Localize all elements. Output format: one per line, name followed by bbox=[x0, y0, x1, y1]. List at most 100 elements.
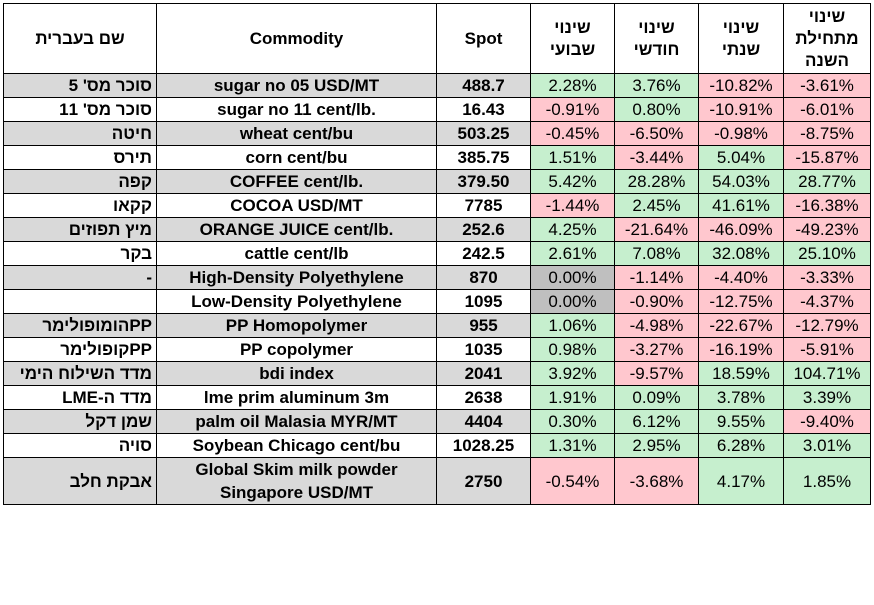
spot-price-cell: 1035 bbox=[436, 337, 531, 362]
weekly-change-cell: -0.91% bbox=[530, 97, 615, 122]
hebrew-name-cell: קקאו bbox=[3, 193, 157, 218]
weekly-change-cell: 1.91% bbox=[530, 385, 615, 410]
weekly-change-cell: -0.54% bbox=[530, 457, 615, 505]
hebrew-name-cell: PPקופולימר bbox=[3, 337, 157, 362]
monthly-change-cell: -6.50% bbox=[614, 121, 699, 146]
commodity-cell: High-Density Polyethylene bbox=[156, 265, 437, 290]
yearly-change-cell: 32.08% bbox=[698, 241, 784, 266]
ytd-change-cell: 1.85% bbox=[783, 457, 871, 505]
hebrew-name-cell: מדד השילוח הימי bbox=[3, 361, 157, 386]
spot-price-cell: 7785 bbox=[436, 193, 531, 218]
table-row: סוכר מס' 11 sugar no 11 cent/lb. 16.43 -0.9… bbox=[3, 97, 871, 122]
header-monthly-change: שינוי חודשי bbox=[614, 3, 699, 74]
monthly-change-cell: -1.14% bbox=[614, 265, 699, 290]
monthly-change-cell: 7.08% bbox=[614, 241, 699, 266]
yearly-change-cell: -10.82% bbox=[698, 73, 784, 98]
table-row: מיץ תפוזים ORANGE JUICE cent/lb. 252.6 4.25… bbox=[3, 217, 871, 242]
table-row: סוכר מס' 5 sugar no 05 USD/MT 488.7 2.28% 3.… bbox=[3, 73, 871, 98]
spot-price-cell: 955 bbox=[436, 313, 531, 338]
commodity-cell: ORANGE JUICE cent/lb. bbox=[156, 217, 437, 242]
yearly-change-cell: 54.03% bbox=[698, 169, 784, 194]
weekly-change-cell: 3.92% bbox=[530, 361, 615, 386]
yearly-change-cell: -46.09% bbox=[698, 217, 784, 242]
commodity-cell: Soybean Chicago cent/bu bbox=[156, 433, 437, 458]
table-row: קקאו COCOA USD/MT 7785 -1.44% 2.45% 41.61% -16… bbox=[3, 193, 871, 218]
table-row: אבקת חלב Global Skim milk powder Singapor… bbox=[3, 457, 871, 505]
yearly-change-cell: -16.19% bbox=[698, 337, 784, 362]
spot-price-cell: 16.43 bbox=[436, 97, 531, 122]
header-row: שם בעברית Commodity Spot שינוי שבועי שינ… bbox=[3, 3, 871, 74]
weekly-change-cell: -0.45% bbox=[530, 121, 615, 146]
hebrew-name-cell: PPהומופולימר bbox=[3, 313, 157, 338]
ytd-change-cell: -8.75% bbox=[783, 121, 871, 146]
weekly-change-cell: 4.25% bbox=[530, 217, 615, 242]
commodity-cell: sugar no 05 USD/MT bbox=[156, 73, 437, 98]
spot-price-cell: 503.25 bbox=[436, 121, 531, 146]
table-row: קפה COFFEE cent/lb. 379.50 5.42% 28.28% 54.03… bbox=[3, 169, 871, 194]
yearly-change-cell: -4.40% bbox=[698, 265, 784, 290]
hebrew-name-cell: תירס bbox=[3, 145, 157, 170]
yearly-change-cell: -12.75% bbox=[698, 289, 784, 314]
ytd-change-cell: -15.87% bbox=[783, 145, 871, 170]
spot-price-cell: 379.50 bbox=[436, 169, 531, 194]
spot-price-cell: 2638 bbox=[436, 385, 531, 410]
table-row: Low-Density Polyethylene 1095 0.00% -0.90% -… bbox=[3, 289, 871, 314]
table-row: - High-Density Polyethylene 870 0.00% -1.14%… bbox=[3, 265, 871, 290]
table-row: תירס corn cent/bu 385.75 1.51% -3.44% 5.04% -1… bbox=[3, 145, 871, 170]
ytd-change-cell: -16.38% bbox=[783, 193, 871, 218]
hebrew-name-cell: חיטה bbox=[3, 121, 157, 146]
table-row: מדד השילוח הימי bdi index 2041 3.92% -9.57% 1… bbox=[3, 361, 871, 386]
header-spot: Spot bbox=[436, 3, 531, 74]
commodity-cell: COCOA USD/MT bbox=[156, 193, 437, 218]
commodity-cell: PP copolymer bbox=[156, 337, 437, 362]
hebrew-name-cell: מדד ה-LME bbox=[3, 385, 157, 410]
yearly-change-cell: -22.67% bbox=[698, 313, 784, 338]
commodity-cell: COFFEE cent/lb. bbox=[156, 169, 437, 194]
yearly-change-cell: 3.78% bbox=[698, 385, 784, 410]
weekly-change-cell: -1.44% bbox=[530, 193, 615, 218]
spot-price-cell: 488.7 bbox=[436, 73, 531, 98]
yearly-change-cell: 41.61% bbox=[698, 193, 784, 218]
hebrew-name-cell: סוכר מס' 5 bbox=[3, 73, 157, 98]
header-yearly-change: שינוי שנתי bbox=[698, 3, 784, 74]
table-row: שמן דקל palm oil Malasia MYR/MT 4404 0.30% 6… bbox=[3, 409, 871, 434]
monthly-change-cell: 28.28% bbox=[614, 169, 699, 194]
monthly-change-cell: 3.76% bbox=[614, 73, 699, 98]
hebrew-name-cell: מיץ תפוזים bbox=[3, 217, 157, 242]
weekly-change-cell: 1.06% bbox=[530, 313, 615, 338]
monthly-change-cell: -9.57% bbox=[614, 361, 699, 386]
monthly-change-cell: 0.80% bbox=[614, 97, 699, 122]
spot-price-cell: 4404 bbox=[436, 409, 531, 434]
yearly-change-cell: 9.55% bbox=[698, 409, 784, 434]
table-row: בקר cattle cent/lb 242.5 2.61% 7.08% 32.08% 25… bbox=[3, 241, 871, 266]
spot-price-cell: 1095 bbox=[436, 289, 531, 314]
ytd-change-cell: 28.77% bbox=[783, 169, 871, 194]
commodity-cell: Low-Density Polyethylene bbox=[156, 289, 437, 314]
ytd-change-cell: -5.91% bbox=[783, 337, 871, 362]
ytd-change-cell: -3.33% bbox=[783, 265, 871, 290]
ytd-change-cell: -12.79% bbox=[783, 313, 871, 338]
spot-price-cell: 2750 bbox=[436, 457, 531, 505]
table-row: PPהומופולימר PP Homopolymer 955 1.06% -4.98%… bbox=[3, 313, 871, 338]
spot-price-cell: 870 bbox=[436, 265, 531, 290]
hebrew-name-cell: - bbox=[3, 265, 157, 290]
hebrew-name-cell: אבקת חלב bbox=[3, 457, 157, 505]
hebrew-name-cell bbox=[3, 289, 157, 314]
header-weekly-change: שינוי שבועי bbox=[530, 3, 615, 74]
header-commodity: Commodity bbox=[156, 3, 437, 74]
yearly-change-cell: 6.28% bbox=[698, 433, 784, 458]
table-row: חיטה wheat cent/bu 503.25 -0.45% -6.50% -0.98… bbox=[3, 121, 871, 146]
spot-price-cell: 2041 bbox=[436, 361, 531, 386]
commodity-cell: bdi index bbox=[156, 361, 437, 386]
commodities-table: שם בעברית Commodity Spot שינוי שבועי שינ… bbox=[3, 3, 871, 505]
commodity-cell: palm oil Malasia MYR/MT bbox=[156, 409, 437, 434]
weekly-change-cell: 5.42% bbox=[530, 169, 615, 194]
ytd-change-cell: 3.39% bbox=[783, 385, 871, 410]
weekly-change-cell: 0.00% bbox=[530, 265, 615, 290]
yearly-change-cell: -10.91% bbox=[698, 97, 784, 122]
yearly-change-cell: -0.98% bbox=[698, 121, 784, 146]
monthly-change-cell: -4.98% bbox=[614, 313, 699, 338]
hebrew-name-cell: קפה bbox=[3, 169, 157, 194]
header-ytd-change: שינוי מתחילת השנה bbox=[783, 3, 871, 74]
hebrew-name-cell: סויה bbox=[3, 433, 157, 458]
